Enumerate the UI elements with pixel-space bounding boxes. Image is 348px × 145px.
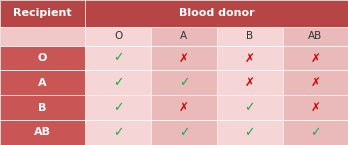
- Text: ✗: ✗: [179, 101, 189, 114]
- Text: ✓: ✓: [244, 101, 255, 114]
- Text: ✗: ✗: [245, 76, 255, 89]
- Bar: [0, 46, 85, 70]
- Text: ✓: ✓: [310, 126, 321, 139]
- Text: O: O: [38, 53, 47, 63]
- Bar: [85, 120, 151, 145]
- Bar: [85, 0, 348, 27]
- Bar: [0, 95, 85, 120]
- Text: ✓: ✓: [179, 126, 189, 139]
- Text: B: B: [246, 31, 253, 41]
- Bar: [0, 70, 85, 95]
- Bar: [151, 120, 217, 145]
- Text: A: A: [38, 78, 47, 88]
- Bar: [0, 27, 85, 46]
- Text: ✓: ✓: [113, 126, 124, 139]
- Text: ✗: ✗: [245, 52, 255, 65]
- Text: ✗: ✗: [310, 52, 321, 65]
- Bar: [283, 120, 348, 145]
- Bar: [0, 0, 85, 27]
- Bar: [217, 46, 283, 70]
- Bar: [217, 70, 283, 95]
- Text: B: B: [38, 103, 47, 113]
- Text: A: A: [180, 31, 188, 41]
- Text: O: O: [114, 31, 122, 41]
- Bar: [85, 46, 151, 70]
- Bar: [0, 120, 85, 145]
- Text: Blood donor: Blood donor: [179, 8, 255, 18]
- Bar: [283, 27, 348, 46]
- Bar: [217, 95, 283, 120]
- Bar: [151, 95, 217, 120]
- Bar: [151, 70, 217, 95]
- Text: ✓: ✓: [113, 101, 124, 114]
- Text: Recipient: Recipient: [13, 8, 72, 18]
- Text: ✓: ✓: [244, 126, 255, 139]
- Bar: [85, 70, 151, 95]
- Bar: [283, 95, 348, 120]
- Bar: [217, 27, 283, 46]
- Text: ✓: ✓: [113, 52, 124, 65]
- Text: AB: AB: [34, 127, 51, 137]
- Bar: [85, 95, 151, 120]
- Bar: [151, 27, 217, 46]
- Text: ✗: ✗: [179, 52, 189, 65]
- Text: ✓: ✓: [179, 76, 189, 89]
- Text: AB: AB: [308, 31, 323, 41]
- Bar: [283, 46, 348, 70]
- Text: ✗: ✗: [310, 101, 321, 114]
- Text: ✗: ✗: [310, 76, 321, 89]
- Bar: [217, 120, 283, 145]
- Bar: [283, 70, 348, 95]
- Text: ✓: ✓: [113, 76, 124, 89]
- Bar: [151, 46, 217, 70]
- Bar: [85, 27, 151, 46]
